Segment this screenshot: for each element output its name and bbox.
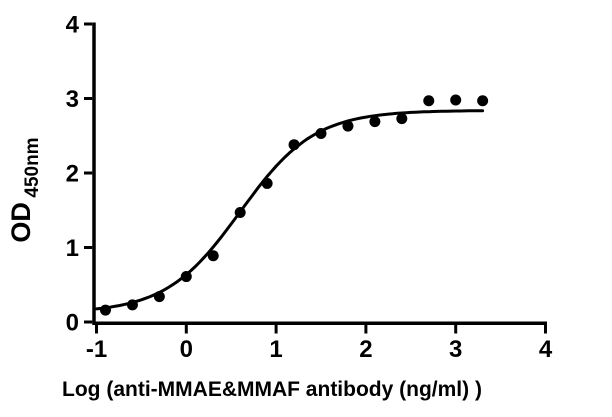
fit-curve-layer [95, 109, 485, 311]
data-point [288, 139, 300, 151]
data-point [153, 291, 165, 303]
axes [92, 22, 547, 326]
y-axis-title-main: OD [6, 202, 36, 243]
data-point [423, 95, 435, 107]
fit-curve [95, 109, 485, 311]
data-point [342, 120, 354, 132]
data-point [450, 94, 462, 106]
x-axis-ticks: -1 0 1 2 3 4 [86, 325, 553, 363]
x-tick-label-0: 0 [180, 336, 193, 363]
data-points-layer [99, 94, 489, 316]
data-point [207, 250, 219, 262]
data-point [180, 271, 192, 283]
axis-spine [92, 22, 547, 326]
x-tick-label-1: 1 [269, 336, 282, 363]
y-tick-label-0: 0 [66, 310, 79, 337]
x-tick-label-4: 4 [539, 336, 553, 363]
y-tick-label-1: 1 [66, 235, 79, 262]
data-point [315, 128, 327, 140]
y-axis-title-subscript: 450nm [22, 137, 43, 197]
x-tick-label--1: -1 [86, 336, 107, 363]
y-axis-ticks: 0 1 2 3 4 [66, 12, 93, 337]
data-point [261, 177, 273, 189]
data-point [396, 113, 408, 125]
y-tick-label-2: 2 [66, 161, 79, 188]
y-tick-label-3: 3 [66, 86, 79, 113]
data-point [369, 116, 381, 128]
x-tick-label-2: 2 [359, 336, 372, 363]
data-point [234, 206, 246, 218]
data-point [477, 95, 489, 107]
y-tick-label-4: 4 [66, 12, 80, 39]
data-point [99, 304, 111, 316]
x-axis-title: Log (anti-MMAE&MMAF antibody (ng/ml) ) [62, 378, 482, 401]
x-tick-label-3: 3 [449, 336, 462, 363]
data-point [126, 299, 138, 311]
y-axis-title: OD 450nm [6, 137, 43, 242]
